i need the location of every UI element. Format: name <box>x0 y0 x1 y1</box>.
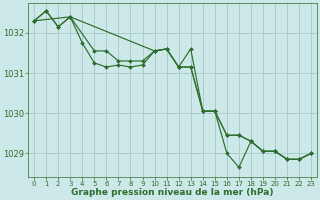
X-axis label: Graphe pression niveau de la mer (hPa): Graphe pression niveau de la mer (hPa) <box>71 188 274 197</box>
